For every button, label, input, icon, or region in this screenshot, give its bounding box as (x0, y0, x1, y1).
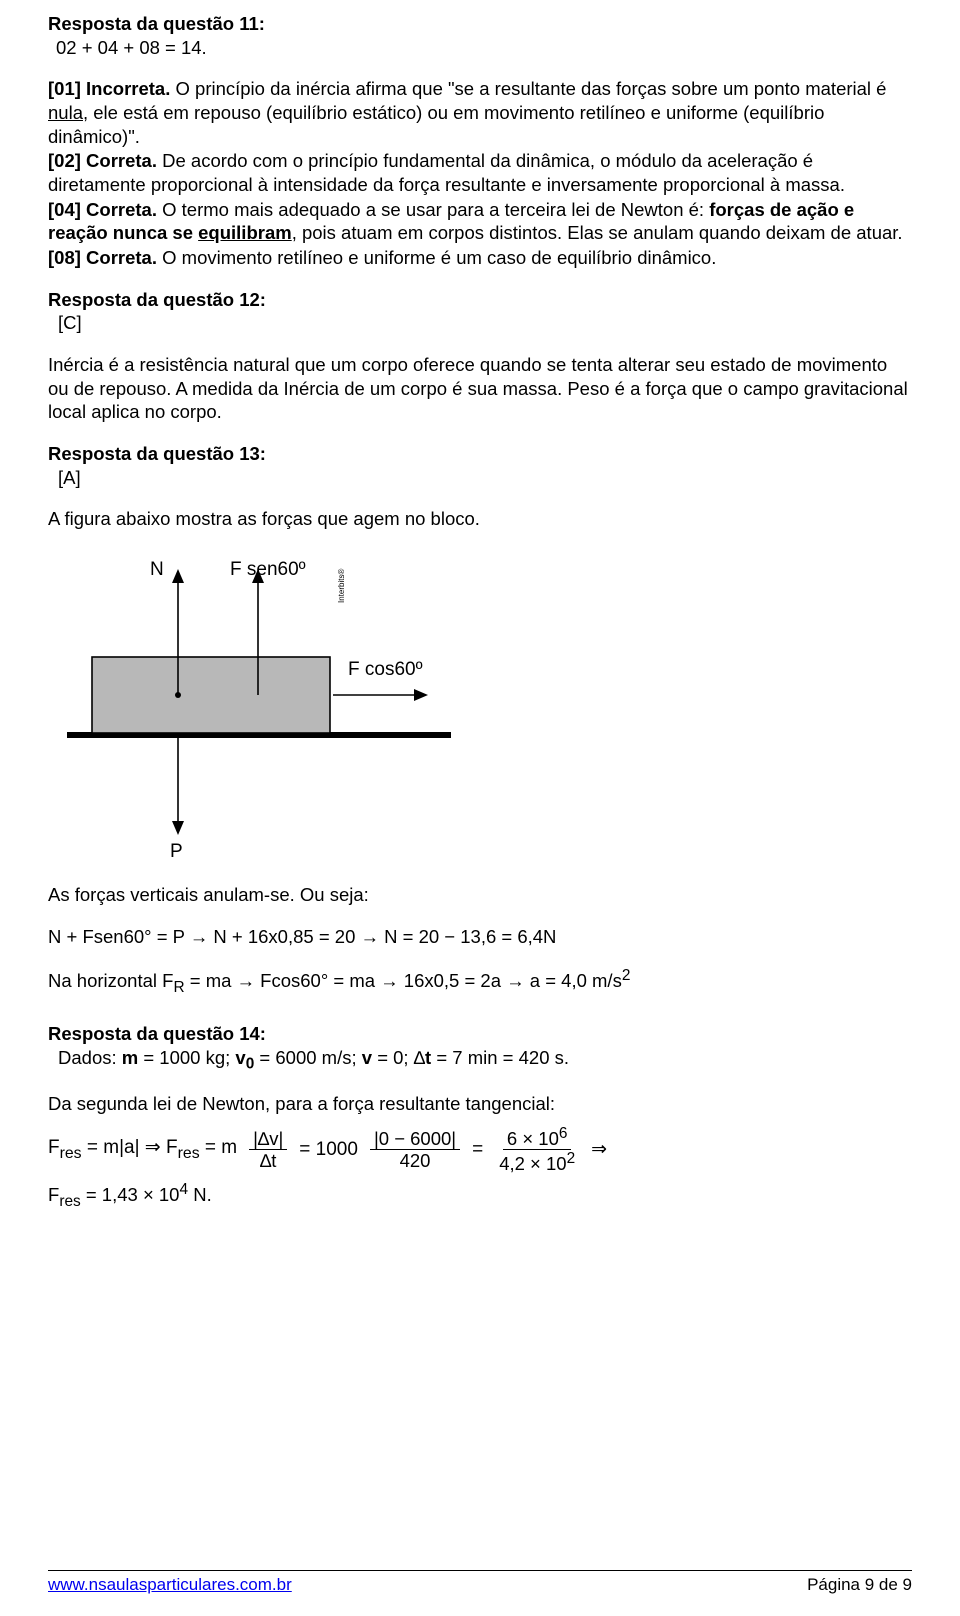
eq1-F: F (48, 1137, 60, 1158)
q11-08-label: [08] Correta. (48, 247, 157, 268)
horiz-pre: Na horizontal (48, 971, 162, 992)
q12-heading: Resposta da questão 12: (48, 288, 912, 312)
v-lbl: v (362, 1047, 372, 1068)
q12-answer: [C] (48, 311, 912, 335)
m-val: = 1000 kg; (138, 1047, 235, 1068)
v0-val: = 6000 m/s; (254, 1047, 361, 1068)
frac3-num: 6 × 106 (503, 1126, 572, 1151)
eq-vertical: N + Fsen60° = P → N + 16x0,85 = 20 → N =… (48, 925, 912, 949)
footer-rule (48, 1570, 912, 1571)
dados-pre: Dados: (58, 1047, 122, 1068)
eq1-c: = m (200, 1137, 237, 1158)
q11-02-label: [02] Correta. (48, 150, 157, 171)
horiz-sub: R (173, 979, 184, 996)
q14-eq-line2: Fres = 1,43 × 104 N. (48, 1180, 912, 1212)
q14-eq-line1: Fres = m|a| ⇒ Fres = m |∆v| ∆t = 1000 |0… (48, 1126, 912, 1174)
v0-lbl: v (235, 1047, 245, 1068)
horiz-F: F (162, 971, 173, 992)
q11-02-body: De acordo com o princípio fundamental da… (48, 150, 845, 195)
q12-body: Inércia é a resistência natural que um c… (48, 353, 912, 424)
label-interbits: Interbits® (337, 569, 346, 603)
q11-04-post: , pois atuam em corpos distintos. Elas s… (292, 222, 903, 243)
horiz-body: = ma → Fcos60° = ma → 16x0,5 = 2a → a = … (185, 971, 622, 992)
frac3-den: 4,2 × 102 (495, 1150, 579, 1174)
q11-item-08: [08] Correta. O movimento retilíneo e un… (48, 246, 912, 270)
q11-01-nula: nula (48, 102, 83, 123)
q11-01-pre: O princípio da inércia afirma que "se a … (170, 78, 886, 99)
horiz-exp: 2 (622, 967, 631, 984)
force-diagram: N F sen60º F cos60º P Interbits® (48, 545, 478, 865)
frac2-num: |0 − 6000| (370, 1129, 460, 1150)
eq1-e: = (472, 1138, 483, 1162)
frac1-den: ∆t (256, 1150, 280, 1170)
eq1-d: = 1000 (299, 1138, 358, 1162)
q11-heading: Resposta da questão 11: (48, 12, 912, 36)
label-Fcos: F cos60º (348, 659, 423, 680)
eq1-b: = m|a| ⇒ F (82, 1137, 178, 1158)
label-Fsin: F sen60º (230, 559, 306, 580)
eq2-b: = 1,43 × 10 (81, 1184, 180, 1205)
v0-sub: 0 (246, 1055, 255, 1072)
frac1-num: |∆v| (249, 1129, 287, 1150)
q11-item-01: [01] Incorreta. O princípio da inércia a… (48, 77, 912, 148)
eq2-sub: res (59, 1193, 80, 1210)
eq2-c: N. (188, 1184, 212, 1205)
q11-01-label: [01] Incorreta. (48, 78, 170, 99)
eq1-f: ⇒ (591, 1138, 607, 1162)
eq1-sub1: res (60, 1145, 82, 1162)
q11-04-label: [04] Correta. (48, 199, 157, 220)
q13-lead: A figura abaixo mostra as forças que age… (48, 507, 912, 531)
verticals-text: As forças verticais anulam-se. Ou seja: (48, 883, 912, 907)
q13-answer: [A] (48, 466, 912, 490)
eq2-F: F (48, 1184, 59, 1205)
footer-site-link[interactable]: www.nsaulasparticulares.com.br (48, 1574, 292, 1596)
q11-item-04: [04] Correta. O termo mais adequado a se… (48, 198, 912, 245)
frac2-den: 420 (396, 1150, 435, 1170)
q11-04-pre: O termo mais adequado a se usar para a t… (157, 199, 709, 220)
q11-01-post: , ele está em repouso (equilíbrio estáti… (48, 102, 824, 147)
q14-second-law: Da segunda lei de Newton, para a força r… (48, 1092, 912, 1116)
v-val: = 0; ∆ (372, 1047, 425, 1068)
q13-heading: Resposta da questão 13: (48, 442, 912, 466)
q11-08-body: O movimento retilíneo e uniforme é um ca… (157, 247, 716, 268)
q14-dados: Dados: m = 1000 kg; v0 = 6000 m/s; v = 0… (48, 1046, 912, 1074)
q11-04-equilibram: equilibram (198, 222, 292, 243)
label-N: N (150, 559, 164, 580)
q14-heading: Resposta da questão 14: (48, 1022, 912, 1046)
t-val: = 7 min = 420 s. (431, 1047, 569, 1068)
m-lbl: m (122, 1047, 138, 1068)
eq1-sub2: res (178, 1145, 200, 1162)
footer-page: Página 9 de 9 (807, 1574, 912, 1596)
eq2-exp: 4 (179, 1181, 188, 1198)
eq-horizontal: Na horizontal FR = ma → Fcos60° = ma → 1… (48, 966, 912, 998)
label-P: P (170, 841, 183, 862)
q11-item-02: [02] Correta. De acordo com o princípio … (48, 149, 912, 196)
q11-calc: 02 + 04 + 08 = 14. (48, 36, 912, 60)
